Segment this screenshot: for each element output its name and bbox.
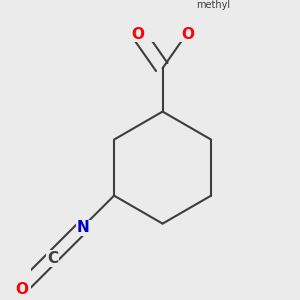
Text: O: O <box>131 27 144 42</box>
Text: O: O <box>181 27 194 42</box>
Text: N: N <box>77 220 90 235</box>
Text: methyl: methyl <box>196 0 231 10</box>
Text: C: C <box>47 251 58 266</box>
Text: O: O <box>16 282 28 297</box>
